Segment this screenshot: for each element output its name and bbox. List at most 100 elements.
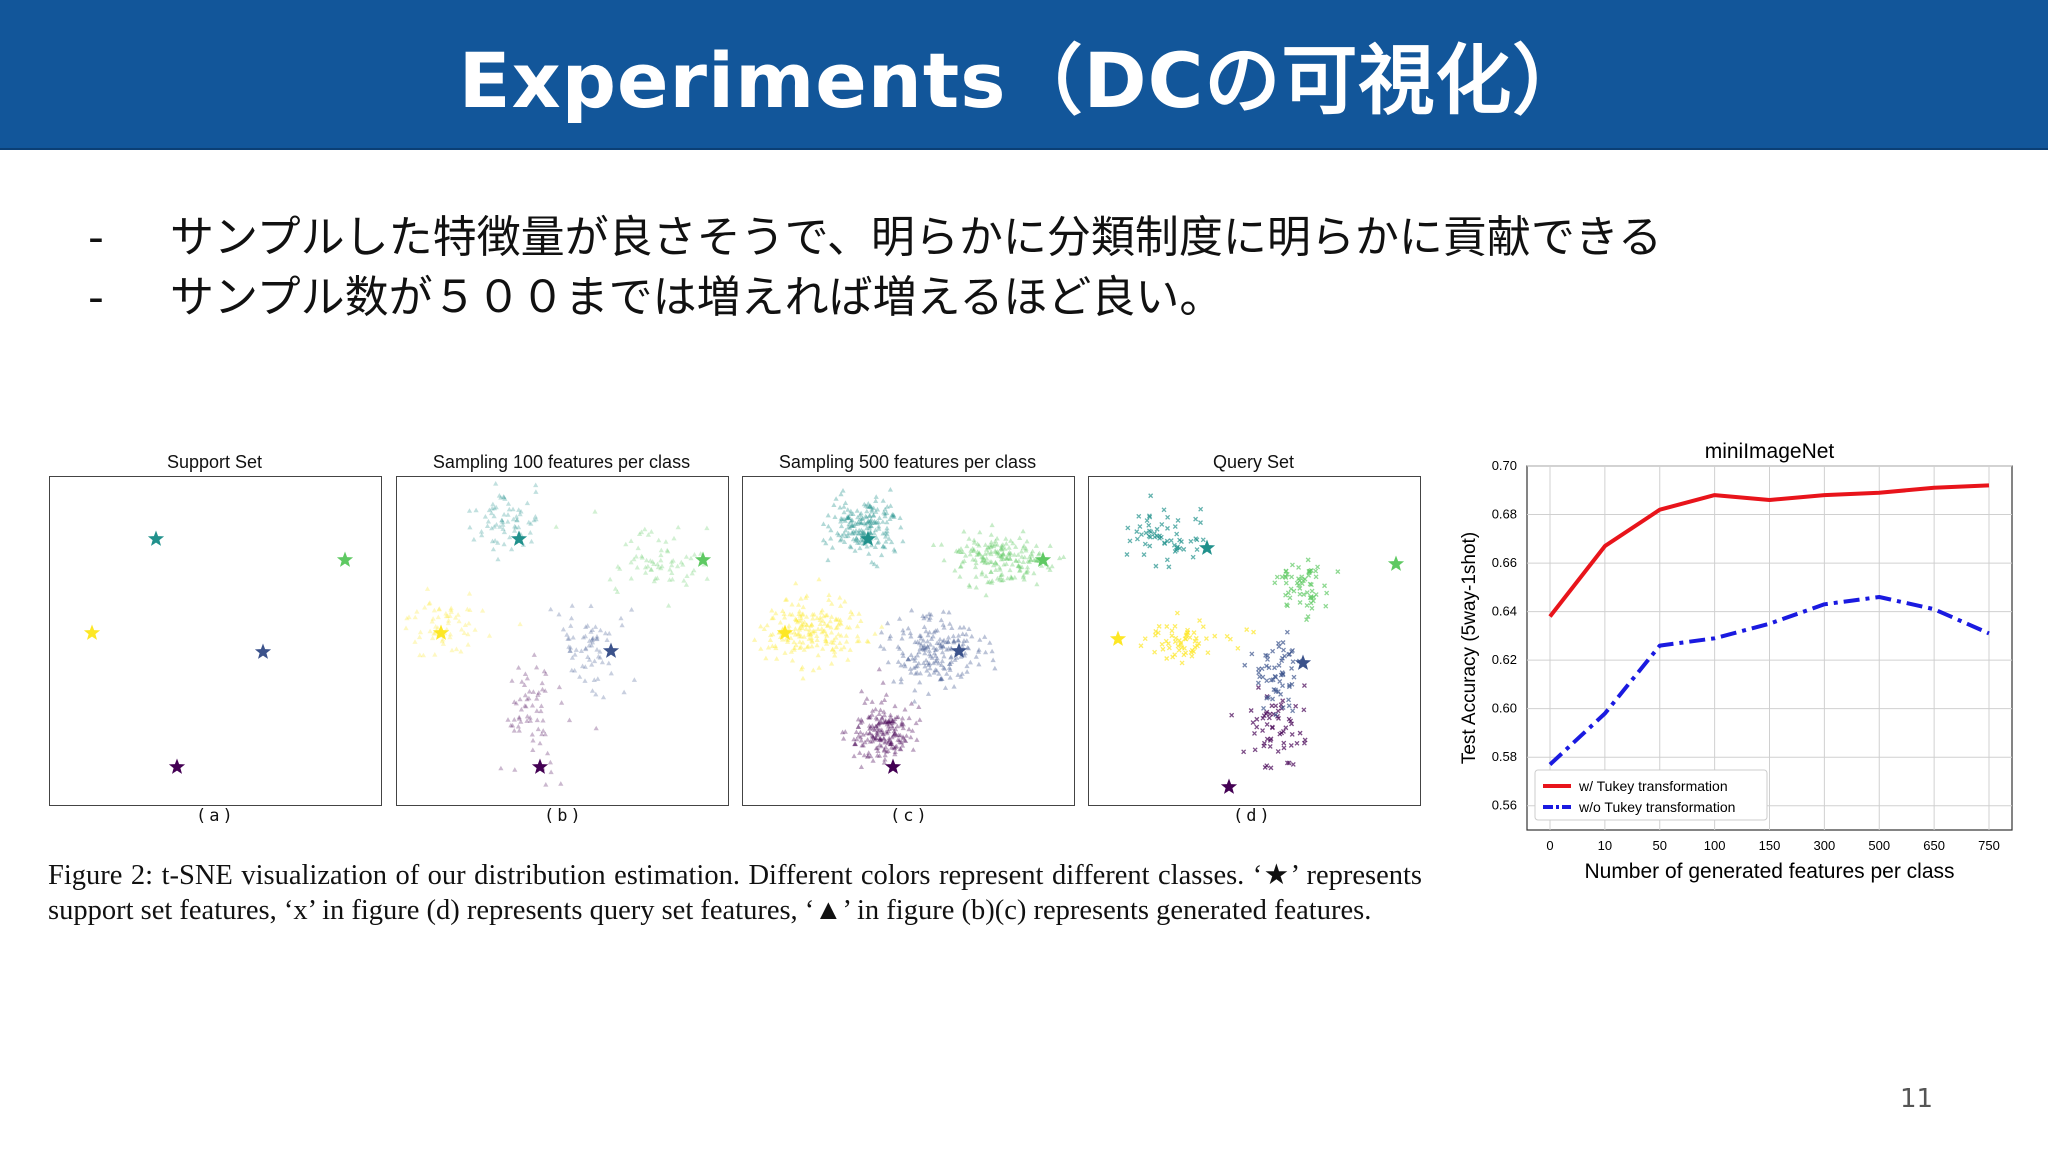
feature-point xyxy=(869,559,875,565)
feature-point xyxy=(1304,590,1310,596)
feature-point xyxy=(493,481,499,486)
feature-point xyxy=(1193,516,1199,522)
feature-point xyxy=(891,512,897,518)
feature-point xyxy=(530,747,536,752)
feature-point xyxy=(939,649,946,655)
y-tick-label: 0.64 xyxy=(1492,604,1517,619)
feature-point xyxy=(849,523,855,528)
feature-point xyxy=(1242,662,1248,668)
feature-point xyxy=(958,654,964,659)
feature-point xyxy=(960,641,966,646)
feature-point xyxy=(424,586,431,591)
feature-point xyxy=(445,613,451,619)
feature-point xyxy=(866,525,873,531)
feature-point xyxy=(559,700,565,705)
feature-point xyxy=(892,744,899,749)
feature-point xyxy=(950,633,956,639)
feature-point xyxy=(597,649,603,654)
feature-point xyxy=(436,606,442,612)
feature-point xyxy=(534,717,540,723)
feature-point xyxy=(658,557,664,563)
feature-point xyxy=(890,733,896,738)
feature-point xyxy=(631,556,637,562)
feature-point xyxy=(1146,513,1152,519)
feature-point xyxy=(542,688,548,693)
feature-point xyxy=(806,636,812,641)
feature-point xyxy=(796,618,802,623)
feature-point xyxy=(943,639,949,645)
series-line-1 xyxy=(1548,483,1990,618)
feature-point xyxy=(854,508,860,513)
feature-point xyxy=(1192,638,1198,644)
feature-point xyxy=(926,661,933,666)
feature-point xyxy=(938,617,944,623)
feature-point xyxy=(872,544,878,549)
feature-point xyxy=(981,557,987,562)
feature-point xyxy=(592,658,598,664)
feature-point xyxy=(545,750,551,756)
feature-point xyxy=(629,607,635,612)
feature-point xyxy=(1031,570,1037,576)
feature-point xyxy=(828,535,834,541)
feature-point xyxy=(884,519,890,525)
feature-point xyxy=(828,624,834,630)
feature-point xyxy=(847,543,853,549)
feature-point xyxy=(854,638,860,644)
feature-point xyxy=(993,567,999,572)
feature-point xyxy=(798,666,805,672)
feature-point xyxy=(817,621,823,626)
feature-point xyxy=(764,622,770,628)
feature-point xyxy=(844,514,851,519)
feature-point xyxy=(606,660,612,666)
feature-point xyxy=(987,640,993,645)
feature-point xyxy=(1159,641,1165,647)
feature-point xyxy=(874,725,880,731)
feature-point xyxy=(914,670,920,675)
feature-point xyxy=(817,617,823,622)
feature-point xyxy=(1297,600,1303,605)
feature-point xyxy=(880,680,886,685)
feature-point xyxy=(578,648,584,653)
support-star xyxy=(1294,654,1312,670)
feature-point xyxy=(818,610,824,615)
feature-point xyxy=(489,525,495,531)
feature-point xyxy=(880,543,886,549)
feature-point xyxy=(863,503,869,508)
feature-point xyxy=(967,659,973,665)
feature-point xyxy=(801,634,807,639)
feature-point xyxy=(1152,649,1158,655)
feature-point xyxy=(1256,670,1262,676)
feature-point xyxy=(589,688,596,693)
feature-point xyxy=(1254,716,1260,722)
feature-point xyxy=(931,629,937,635)
feature-point xyxy=(522,692,528,698)
feature-point xyxy=(1148,493,1154,499)
feature-point xyxy=(857,519,863,525)
feature-point xyxy=(478,529,485,534)
feature-point xyxy=(864,520,870,525)
feature-point xyxy=(789,601,795,607)
feature-point xyxy=(897,739,903,745)
feature-point xyxy=(959,671,965,676)
feature-point xyxy=(663,539,669,544)
feature-point xyxy=(542,731,548,737)
feature-point xyxy=(853,538,859,543)
feature-point xyxy=(1286,703,1292,709)
feature-point xyxy=(965,645,972,651)
feature-point xyxy=(467,607,473,612)
feature-point xyxy=(1003,541,1009,546)
feature-point xyxy=(1008,575,1014,581)
feature-point xyxy=(593,725,599,731)
feature-point xyxy=(482,514,488,519)
feature-point xyxy=(882,506,888,512)
feature-point xyxy=(1004,556,1010,561)
feature-point xyxy=(872,527,879,533)
feature-point xyxy=(970,556,976,562)
feature-point xyxy=(825,623,831,628)
feature-point xyxy=(863,513,869,519)
feature-point xyxy=(914,737,920,742)
title-bar: Experiments（DCの可視化） xyxy=(0,0,2048,150)
feature-point xyxy=(1061,554,1067,559)
feature-point xyxy=(800,675,806,681)
feature-point xyxy=(861,532,868,537)
